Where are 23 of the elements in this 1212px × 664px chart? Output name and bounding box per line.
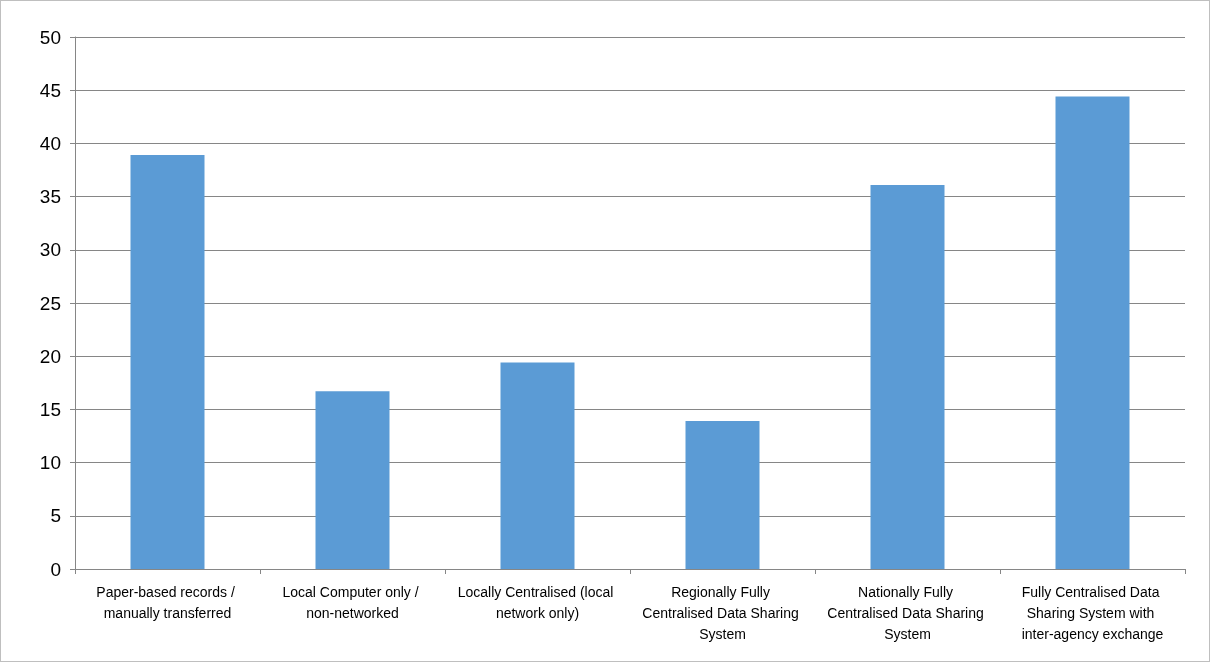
y-tick-label: 25 — [39, 292, 61, 314]
y-tick-label: 5 — [50, 505, 61, 527]
x-tick-label: Nationally Fully Centralised Data Sharing System — [827, 583, 988, 642]
x-tick-label: Locally Centralised (local network only) — [457, 583, 618, 621]
y-tick-label: 50 — [39, 26, 61, 48]
bar — [1055, 96, 1130, 569]
y-tick-label: 20 — [39, 345, 61, 367]
y-tick-label: 40 — [39, 132, 61, 154]
y-tick-label: 35 — [39, 186, 61, 208]
x-tick-label: Regionally Fully Centralised Data Sharing System — [642, 583, 803, 642]
y-tick-label: 30 — [39, 239, 61, 261]
bar — [870, 184, 945, 569]
bar — [130, 155, 205, 569]
bar — [500, 362, 575, 569]
y-tick-label: 15 — [39, 398, 61, 420]
y-tick-label: 10 — [39, 452, 61, 474]
x-tick-label: Local Computer only / non-networked — [282, 583, 423, 621]
bar — [315, 391, 390, 569]
x-tick-label: Paper-based records / manually transferred — [96, 583, 239, 621]
y-tick-label: 0 — [50, 558, 61, 580]
bar — [685, 421, 760, 569]
x-tick-label: Fully Centralised Data Sharing System with inter-agency exchange — [1021, 583, 1164, 642]
y-tick-label: 45 — [39, 79, 61, 101]
